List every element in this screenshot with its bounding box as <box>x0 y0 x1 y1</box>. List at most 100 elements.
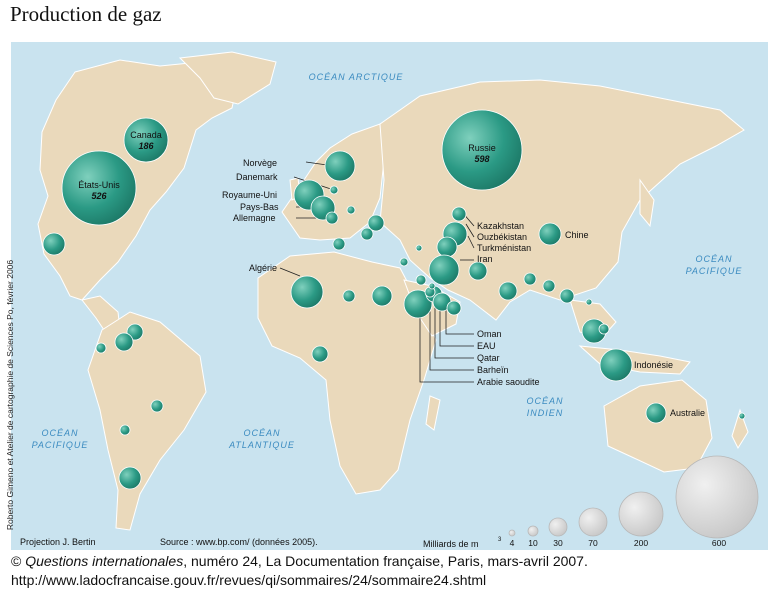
label-russie: Russie <box>468 143 496 153</box>
bubble-azerbaidjan <box>415 244 423 252</box>
projection-note: Projection J. Bertin <box>20 537 96 547</box>
label-pays-bas: Pays-Bas <box>240 202 279 212</box>
bubble-argentine <box>118 466 142 490</box>
production-bubbles <box>42 109 746 490</box>
ocean-labels: OCÉAN ARCTIQUE OCÉAN PACIFIQUE OCÉAN ATL… <box>32 72 743 450</box>
ocean-arctique-label: OCÉAN ARCTIQUE <box>309 72 404 82</box>
japan-land <box>639 178 655 228</box>
map-footer: Projection J. Bertin Source : www.bp.com… <box>20 537 502 549</box>
country-labels: Canada 186 États-Unis 526 Russie 598 Nor… <box>78 130 705 418</box>
bubble-pakistan <box>468 261 488 281</box>
bubble-vietnam <box>585 298 593 306</box>
label-indonesie: Indonésie <box>634 360 673 370</box>
bubble-birmanie <box>542 279 556 293</box>
caption-prefix: © <box>11 553 26 569</box>
value-etats-unis: 526 <box>91 191 107 201</box>
bubble-pologne <box>346 205 356 215</box>
label-kazakhstan: Kazakhstan <box>477 221 524 231</box>
label-allemagne: Allemagne <box>233 213 276 223</box>
legend-circle-70 <box>578 507 608 537</box>
legend-circle-600 <box>675 455 759 539</box>
ocean-pacifique-east-label-2: PACIFIQUE <box>686 266 743 276</box>
cartography-credit: Roberto Gimeno et Atelier de cartographi… <box>5 259 15 531</box>
bubble-iran <box>428 254 460 286</box>
ocean-atlantique-label-2: ATLANTIQUE <box>228 440 295 450</box>
madagascar-land <box>425 395 441 431</box>
ocean-pacifique-west-label-2: PACIFIQUE <box>32 440 89 450</box>
bubble-russie <box>441 109 523 191</box>
bubble-italie <box>332 237 346 251</box>
africa-land <box>257 251 437 495</box>
bubble-australie <box>645 402 667 424</box>
value-canada: 186 <box>138 141 154 151</box>
bubble-canada <box>123 117 169 163</box>
bubble-roumanie <box>360 227 374 241</box>
label-barhein: Barheïn <box>477 365 509 375</box>
bubble-algerie <box>290 275 324 309</box>
label-australie: Australie <box>670 408 705 418</box>
source-note: Source : www.bp.com/ (données 2005). <box>160 537 318 547</box>
bubble-inde <box>498 281 518 301</box>
ocean-pacifique-west-label-1: OCÉAN <box>41 428 78 438</box>
caption-url[interactable]: http://www.ladocfrancaise.gouv.fr/revues… <box>11 572 487 588</box>
label-algerie: Algérie <box>249 263 277 273</box>
bubble-oman <box>446 300 462 316</box>
label-qatar: Qatar <box>477 353 500 363</box>
bubble-brunei <box>598 323 610 335</box>
legend-label-30: 30 <box>553 538 563 548</box>
bubble-ukraine <box>367 214 385 232</box>
bubble-bresil <box>119 424 131 436</box>
caption-publication: Questions internationales <box>25 553 184 569</box>
bubble-mexique <box>42 232 66 256</box>
ocean-indien-label-2: INDIEN <box>527 408 564 418</box>
bubble-thailande <box>559 288 575 304</box>
caption-rest: , numéro 24, La Documentation française,… <box>183 553 588 569</box>
legend-label-4: 4 <box>510 538 515 548</box>
map-title: Production de gaz <box>10 2 162 26</box>
label-eau: EAU <box>477 341 496 351</box>
legend-label-200: 200 <box>634 538 648 548</box>
bubble-venezuela <box>114 332 134 352</box>
label-norvege: Norvège <box>243 158 277 168</box>
legend-label-600: 600 <box>712 538 726 548</box>
bubble-indonesie <box>599 348 633 382</box>
bubble-turkmenistan <box>436 236 458 258</box>
label-royaume-uni: Royaume-Uni <box>222 190 277 200</box>
bubble-danemark <box>329 185 339 195</box>
label-canada: Canada <box>130 130 162 140</box>
label-oman: Oman <box>477 329 502 339</box>
legend-unit-superscript: 3 <box>498 537 502 543</box>
bubble-libye <box>342 289 356 303</box>
bubble-bolivie <box>150 399 164 413</box>
ocean-pacifique-east-label-1: OCÉAN <box>695 254 732 264</box>
size-legend <box>508 455 759 539</box>
bubble-koweit <box>428 282 436 290</box>
bubble-arabie-saoudite <box>403 289 433 319</box>
bubble-bangladesh <box>523 272 537 286</box>
bubble-allemagne <box>325 211 339 225</box>
australia-land <box>603 379 713 473</box>
legend-values: 4 10 30 70 200 600 <box>510 538 727 548</box>
label-chine: Chine <box>565 230 589 240</box>
legend-circle-4 <box>508 529 516 537</box>
ocean-atlantique-label-1: OCÉAN <box>243 428 280 438</box>
bubble-syrie <box>399 257 409 267</box>
label-ouzbekistan: Ouzbékistan <box>477 232 527 242</box>
legend-label-10: 10 <box>528 538 538 548</box>
bubble-kazakhstan <box>451 206 467 222</box>
south-america-land <box>87 311 207 531</box>
world-map: OCÉAN ARCTIQUE OCÉAN PACIFIQUE OCÉAN ATL… <box>11 42 768 550</box>
label-iran: Iran <box>477 254 493 264</box>
new-zealand-land <box>731 408 749 450</box>
bubble-irak <box>415 274 427 286</box>
bubble-etats-unis <box>61 150 137 226</box>
greenland-land <box>178 51 277 105</box>
caption-line-1: © Questions internationales, numéro 24, … <box>11 553 588 569</box>
bubble-colombie <box>95 342 107 354</box>
label-danemark: Danemark <box>236 172 278 182</box>
legend-circle-200 <box>618 491 664 537</box>
bubble-nigeria <box>311 345 329 363</box>
label-arabie-saoudite: Arabie saoudite <box>477 377 540 387</box>
label-etats-unis: États-Unis <box>78 180 120 190</box>
bubble-nouvelle-zelande <box>738 412 746 420</box>
